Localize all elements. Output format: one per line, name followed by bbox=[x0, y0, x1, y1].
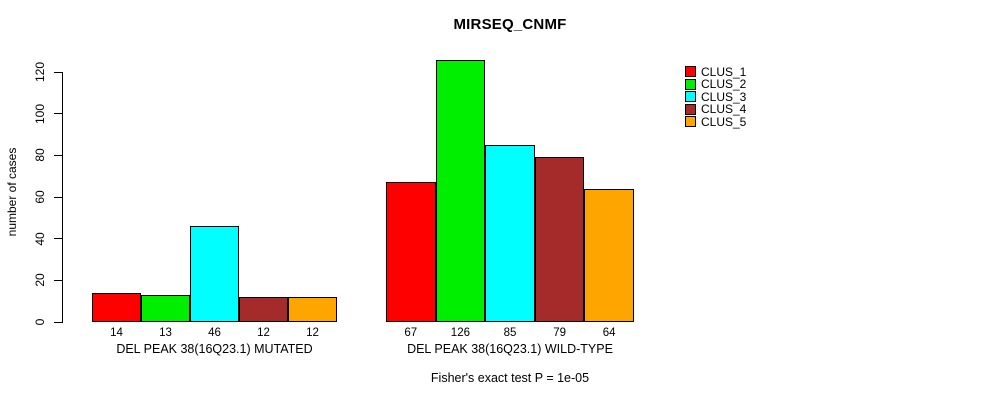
chart-title: MIRSEQ_CNMF bbox=[453, 16, 567, 33]
y-axis-tick-label: 120 bbox=[33, 61, 47, 83]
y-axis-tick-label: 60 bbox=[33, 190, 47, 204]
legend-swatch-clus_4 bbox=[685, 103, 696, 115]
group-label: DEL PEAK 38(16Q23.1) MUTATED bbox=[116, 342, 313, 356]
bar-value-label: 12 bbox=[257, 327, 270, 339]
bar-value-label: 79 bbox=[553, 327, 566, 339]
bar-clus_3-1 bbox=[190, 226, 239, 322]
y-axis-tick bbox=[54, 154, 62, 156]
y-axis-tick-label: 0 bbox=[33, 318, 47, 326]
footnote: Fisher's exact test P = 1e-05 bbox=[430, 371, 590, 385]
y-axis-tick bbox=[54, 113, 62, 115]
y-axis-tick-label: 80 bbox=[33, 148, 47, 163]
bar-value-label: 126 bbox=[450, 327, 470, 339]
y-axis-tick-label: 100 bbox=[33, 103, 47, 124]
bar-clus_1-2 bbox=[386, 182, 436, 322]
y-axis-tick-label: 40 bbox=[33, 231, 47, 246]
group-label: DEL PEAK 38(16Q23.1) WILD-TYPE bbox=[407, 342, 613, 356]
bar-value-label: 64 bbox=[602, 327, 616, 339]
y-axis-tick bbox=[54, 71, 62, 73]
legend-swatch-clus_1 bbox=[685, 66, 696, 77]
bar-value-label: 67 bbox=[404, 327, 418, 339]
y-axis-tick bbox=[54, 321, 62, 323]
y-axis-line bbox=[62, 72, 63, 323]
bar-value-label: 13 bbox=[159, 327, 172, 339]
y-axis-label: number of cases bbox=[5, 147, 19, 237]
bar-clus_4-1 bbox=[239, 297, 288, 322]
y-axis-tick bbox=[54, 279, 62, 281]
legend-swatch-clus_3 bbox=[685, 91, 696, 102]
bar-value-label: 46 bbox=[208, 327, 221, 339]
bar-value-label: 85 bbox=[503, 327, 517, 339]
legend-swatch-clus_2 bbox=[685, 78, 696, 90]
bar-clus_2-1 bbox=[141, 294, 190, 322]
bar-clus_2-2 bbox=[435, 59, 486, 322]
legend-label-clus_3: CLUS_3 bbox=[701, 89, 747, 104]
legend-label-clus_1: CLUS_1 bbox=[701, 64, 747, 79]
legend-label-clus_4: CLUS_4 bbox=[701, 102, 747, 116]
legend-label-clus_5: CLUS_5 bbox=[701, 114, 747, 129]
bar-clus_4-2 bbox=[534, 157, 585, 322]
y-axis-tick-label: 20 bbox=[33, 273, 47, 288]
bar-clus_3-2 bbox=[485, 144, 535, 322]
bar-clus_1-1 bbox=[92, 292, 141, 322]
bar-value-label: 14 bbox=[110, 327, 123, 339]
y-axis-tick bbox=[54, 238, 62, 240]
bar-value-label: 12 bbox=[306, 327, 319, 339]
legend-label-clus_2: CLUS_2 bbox=[701, 77, 747, 91]
bar-clus_5-1 bbox=[288, 297, 337, 322]
legend-swatch-clus_5 bbox=[685, 116, 696, 127]
bar-clus_5-2 bbox=[584, 188, 634, 322]
y-axis-tick bbox=[54, 196, 62, 198]
